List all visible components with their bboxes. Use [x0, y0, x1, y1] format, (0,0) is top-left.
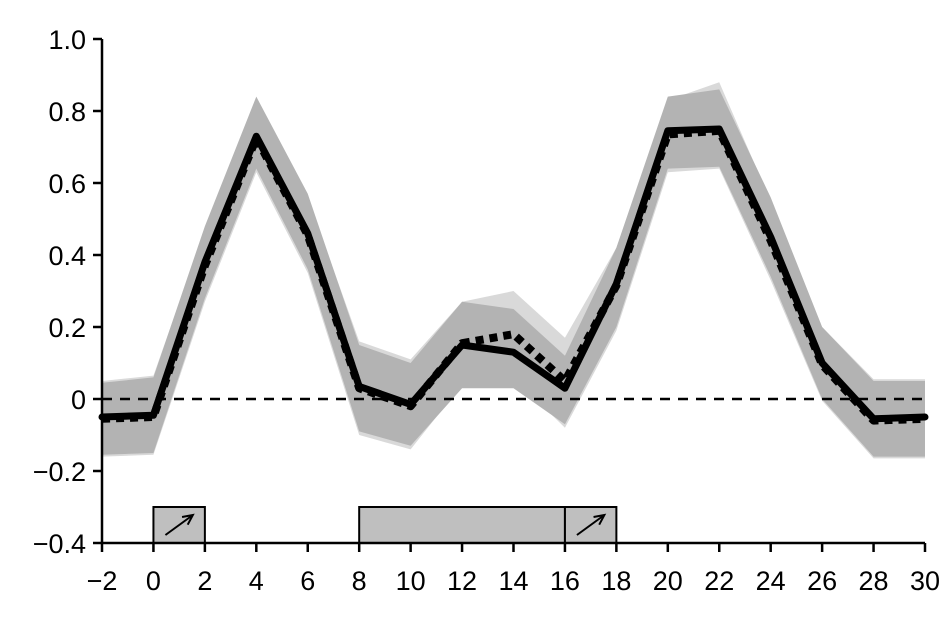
y-tick-label: 0.8: [48, 97, 86, 127]
y-tick-label: 0.2: [48, 313, 86, 343]
y-tick-label: −0.4: [33, 529, 86, 559]
x-tick-label: 28: [859, 566, 889, 596]
x-tick-label: 0: [146, 566, 161, 596]
x-tick-label: 2: [197, 566, 212, 596]
x-tick-label: 22: [704, 566, 734, 596]
arrow-head-icon: [593, 513, 607, 526]
arrow-icon: [576, 514, 605, 536]
x-tick-label: 18: [601, 566, 631, 596]
confidence-band-solid: [102, 89, 925, 457]
event-bar: [358, 506, 566, 544]
x-tick-label: 14: [498, 566, 528, 596]
axes: −0.4−0.200.20.40.60.81.0−2 0 2 4 6 8 10 12 14 16 1…: [33, 25, 940, 596]
arrow-head-icon: [181, 513, 195, 526]
y-tick-label: 0: [71, 385, 86, 415]
x-tick-label: 24: [756, 566, 786, 596]
event-bars: [152, 506, 618, 544]
x-tick-label: 4: [249, 566, 264, 596]
series-line-solid: [98, 125, 929, 423]
x-tick-label: −2: [87, 566, 118, 596]
x-tick-label: 8: [352, 566, 367, 596]
confidence-bands: [102, 82, 925, 459]
arrow-icon: [164, 514, 194, 536]
x-tick-label: 10: [396, 566, 426, 596]
confidence-band-dotted: [102, 82, 925, 459]
x-tick-label: 16: [550, 566, 580, 596]
y-tick-label: 1.0: [48, 25, 86, 55]
y-tick-label: −0.2: [33, 457, 86, 487]
x-tick-label: 20: [653, 566, 683, 596]
x-tick-label: 30: [910, 566, 940, 596]
x-tick-label: 26: [807, 566, 837, 596]
y-tick-label: 0.4: [48, 241, 86, 271]
x-tick-label: 12: [447, 566, 477, 596]
data-series: [98, 125, 929, 425]
y-tick-label: 0.6: [48, 169, 86, 199]
x-tick-label: 6: [300, 566, 315, 596]
